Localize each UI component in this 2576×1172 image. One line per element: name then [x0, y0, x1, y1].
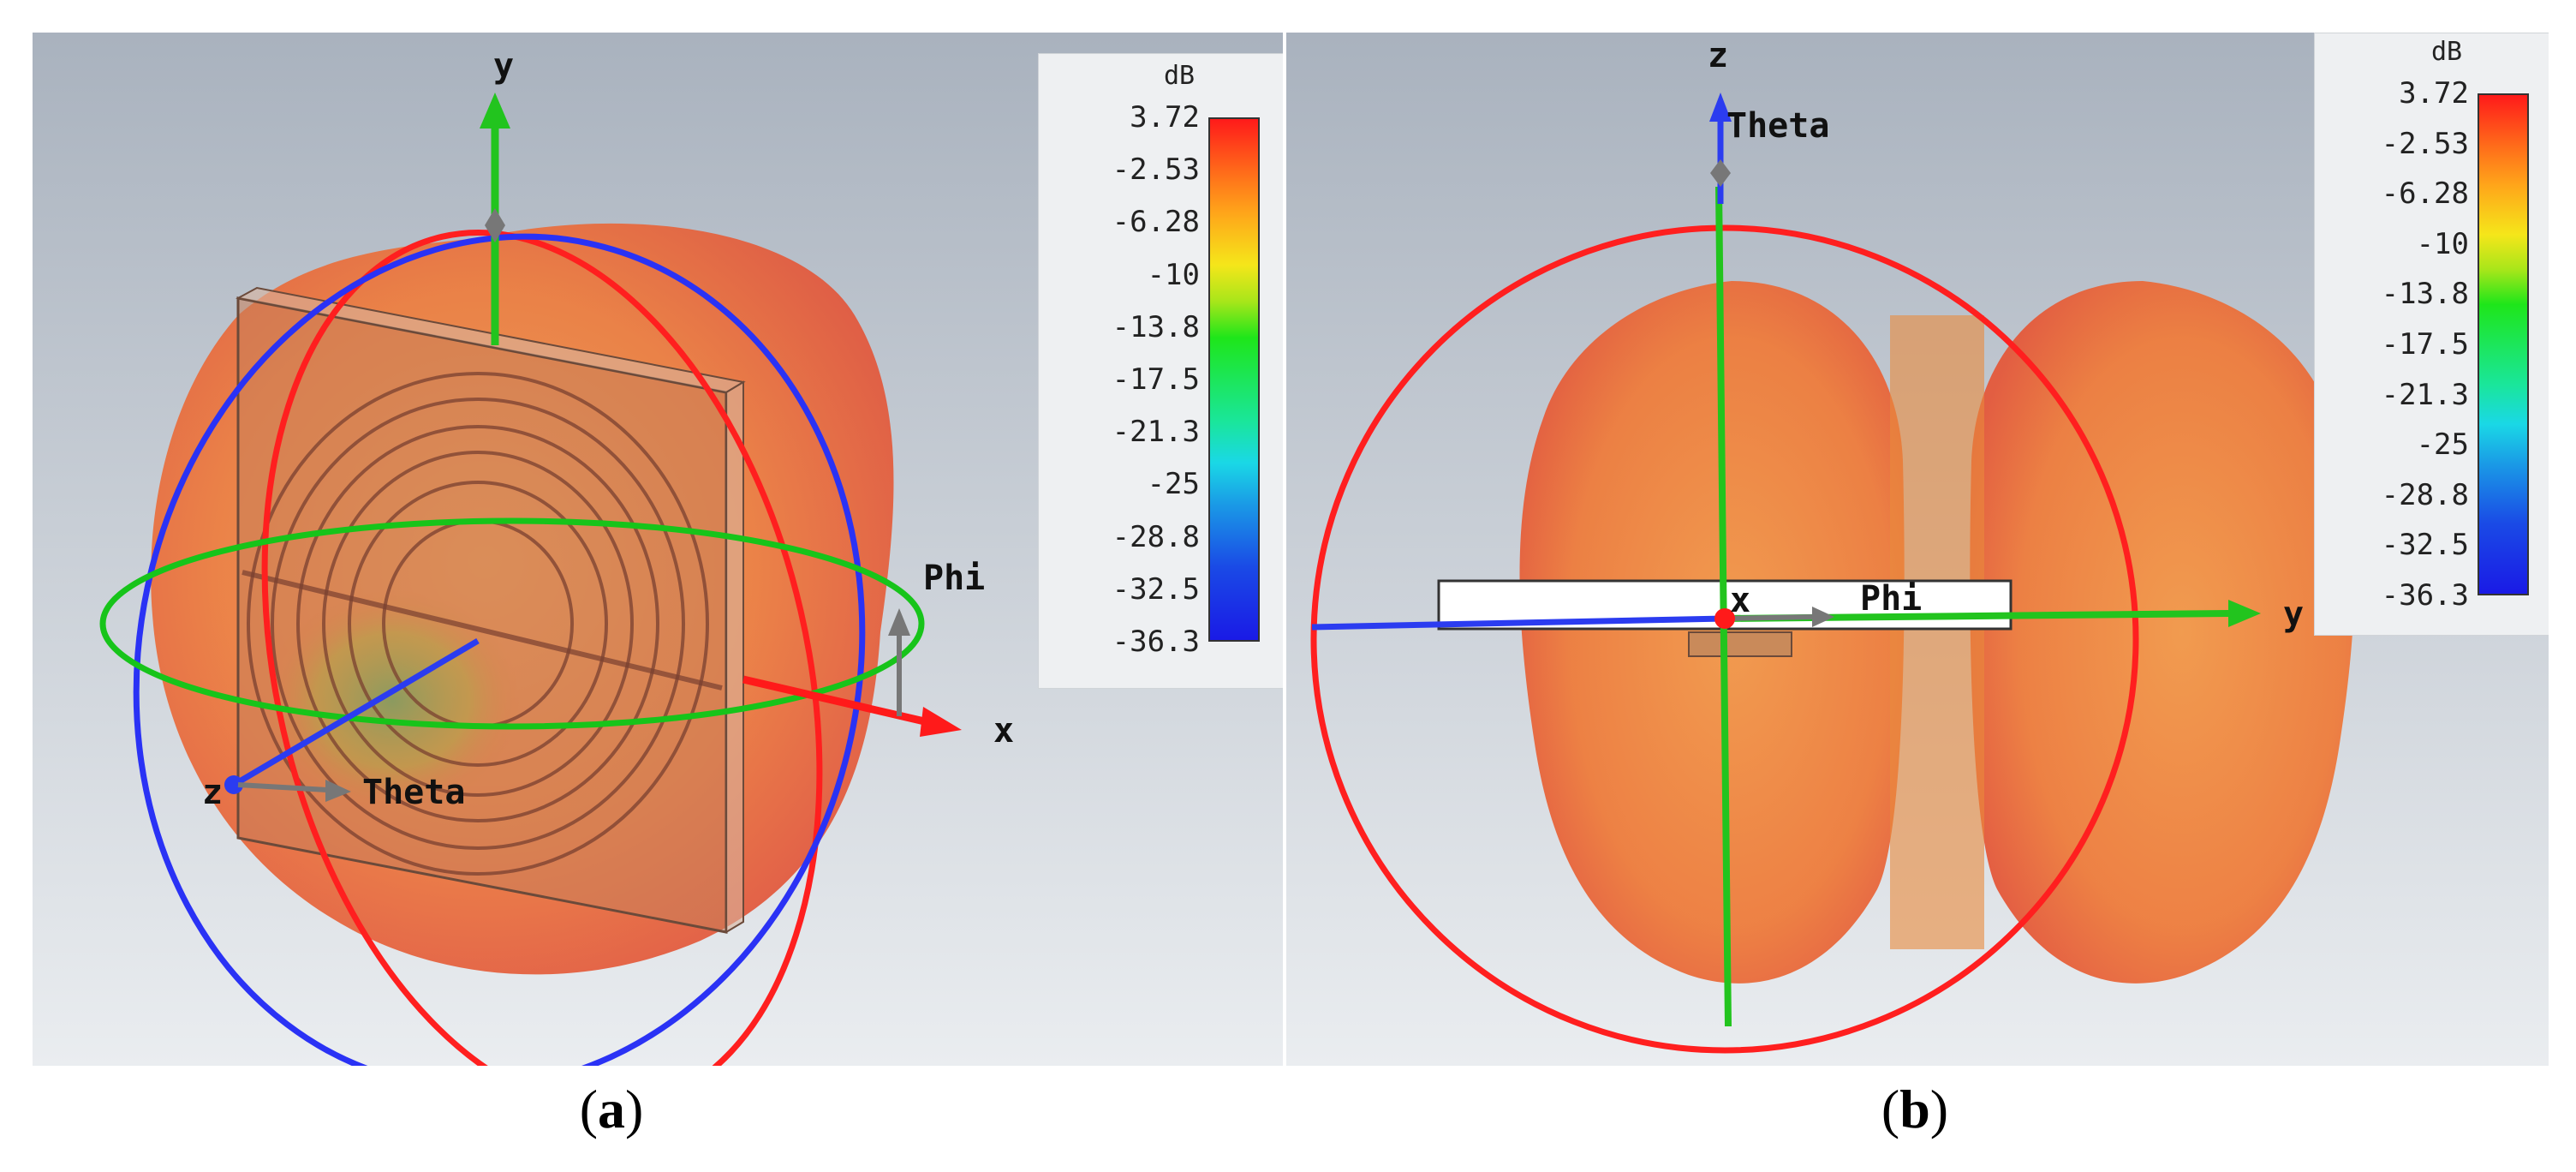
legend-unit-label: dB [1164, 61, 1196, 91]
y-axis-marker [485, 208, 505, 242]
theta-label: Theta [1726, 106, 1829, 146]
z-axis [232, 637, 480, 788]
legend-tick: -6.28 [2381, 176, 2469, 212]
color-scale-legend-a: dB 3.72 -2.53 -6.28 -10 -13.8 -17.5 -21.3 -25 -2… [1038, 53, 1283, 689]
phi-arrowhead [888, 608, 910, 636]
panel-a-3d-pattern: y x z Theta Phi dB 3.72 -2.53 -6.28 -10 -13.… [33, 33, 1283, 1066]
caption-a-open: ( [579, 1079, 598, 1139]
legend-tick: -25 [1147, 467, 1200, 502]
legend-tick: -2.53 [1112, 152, 1200, 188]
phi-label: Phi [923, 559, 985, 598]
z-axis-label: z [1708, 36, 1728, 75]
legend-tick: -10 [2416, 226, 2469, 261]
metasurface-strip [242, 570, 723, 691]
theta-vector [237, 782, 329, 792]
legend-tick: -13.8 [2381, 277, 2469, 312]
color-scale-legend-b: dB 3.72 -2.53 -6.28 -10 -13.8 -17.5 -21.3 -25 -2… [2314, 33, 2549, 636]
antenna-feed [1688, 631, 1792, 657]
color-scale-bar [1208, 117, 1260, 642]
theta-arrowhead [325, 780, 351, 802]
red-great-circle [261, 230, 823, 1066]
caption-b: (b) [1829, 1078, 2001, 1141]
theta-marker [1710, 159, 1731, 187]
legend-tick: -36.3 [1112, 625, 1200, 659]
legend-tick: -10 [1147, 257, 1200, 292]
z-axis-arrowhead [1709, 93, 1732, 122]
x-axis-label: x [1730, 581, 1750, 620]
y-axis-label: y [493, 46, 514, 86]
radiation-pattern-right-lobe [1970, 281, 2355, 984]
legend-tick: -21.3 [2381, 377, 2469, 412]
z-axis-label: z [202, 773, 223, 812]
x-axis-label: x [993, 711, 1014, 750]
substrate-side-edge [725, 380, 744, 934]
red-great-circle [1310, 224, 2139, 1054]
pattern-center-seam [1890, 315, 1984, 949]
caption-a: (a) [526, 1078, 697, 1141]
legend-tick: -21.3 [1112, 415, 1200, 450]
x-axis-arrowhead [920, 707, 962, 737]
legend-tick: -6.28 [1112, 205, 1200, 240]
y-axis-arrowhead [480, 93, 510, 129]
origin-marker [224, 775, 243, 794]
legend-tick: 3.72 [1130, 100, 1200, 135]
blue-great-circle [133, 233, 866, 1066]
phi-label: Phi [1860, 579, 1922, 619]
caption-b-open: ( [1881, 1079, 1900, 1139]
legend-tick: -2.53 [2381, 126, 2469, 161]
legend-tick: -25 [2416, 428, 2469, 463]
legend-tick: -32.5 [1112, 571, 1200, 607]
legend-tick: -17.5 [1112, 362, 1200, 397]
legend-tick: -13.8 [1112, 309, 1200, 344]
legend-unit-label: dB [2431, 37, 2463, 67]
caption-b-close: ) [1929, 1079, 1949, 1139]
caption-a-close: ) [625, 1079, 644, 1139]
caption-b-letter: b [1899, 1079, 1930, 1139]
legend-tick: -28.8 [2381, 477, 2469, 512]
legend-tick: -36.3 [2381, 578, 2469, 613]
legend-tick: -17.5 [2381, 327, 2469, 362]
legend-tick: -28.8 [1112, 519, 1200, 554]
green-great-circle [99, 517, 925, 730]
y-axis-arrowhead [2228, 600, 2261, 627]
phi-arrowhead [1812, 607, 1834, 627]
panel-b-3d-pattern: z y x Theta Phi dB 3.72 -2.53 -6.28 -10 -13.… [1286, 33, 2549, 1066]
legend-tick: 3.72 [2399, 76, 2469, 111]
antenna-substrate [236, 296, 728, 934]
theta-plane-line [1715, 186, 1732, 1027]
origin-marker [1714, 608, 1735, 629]
phi-vector [1724, 614, 1818, 621]
caption-a-letter: a [598, 1079, 625, 1139]
y-axis-label: y [2283, 595, 2304, 634]
color-scale-bar [2478, 93, 2529, 595]
theta-label: Theta [362, 773, 465, 812]
legend-tick: -32.5 [2381, 528, 2469, 563]
horizontal-blue-line [1311, 615, 1726, 631]
